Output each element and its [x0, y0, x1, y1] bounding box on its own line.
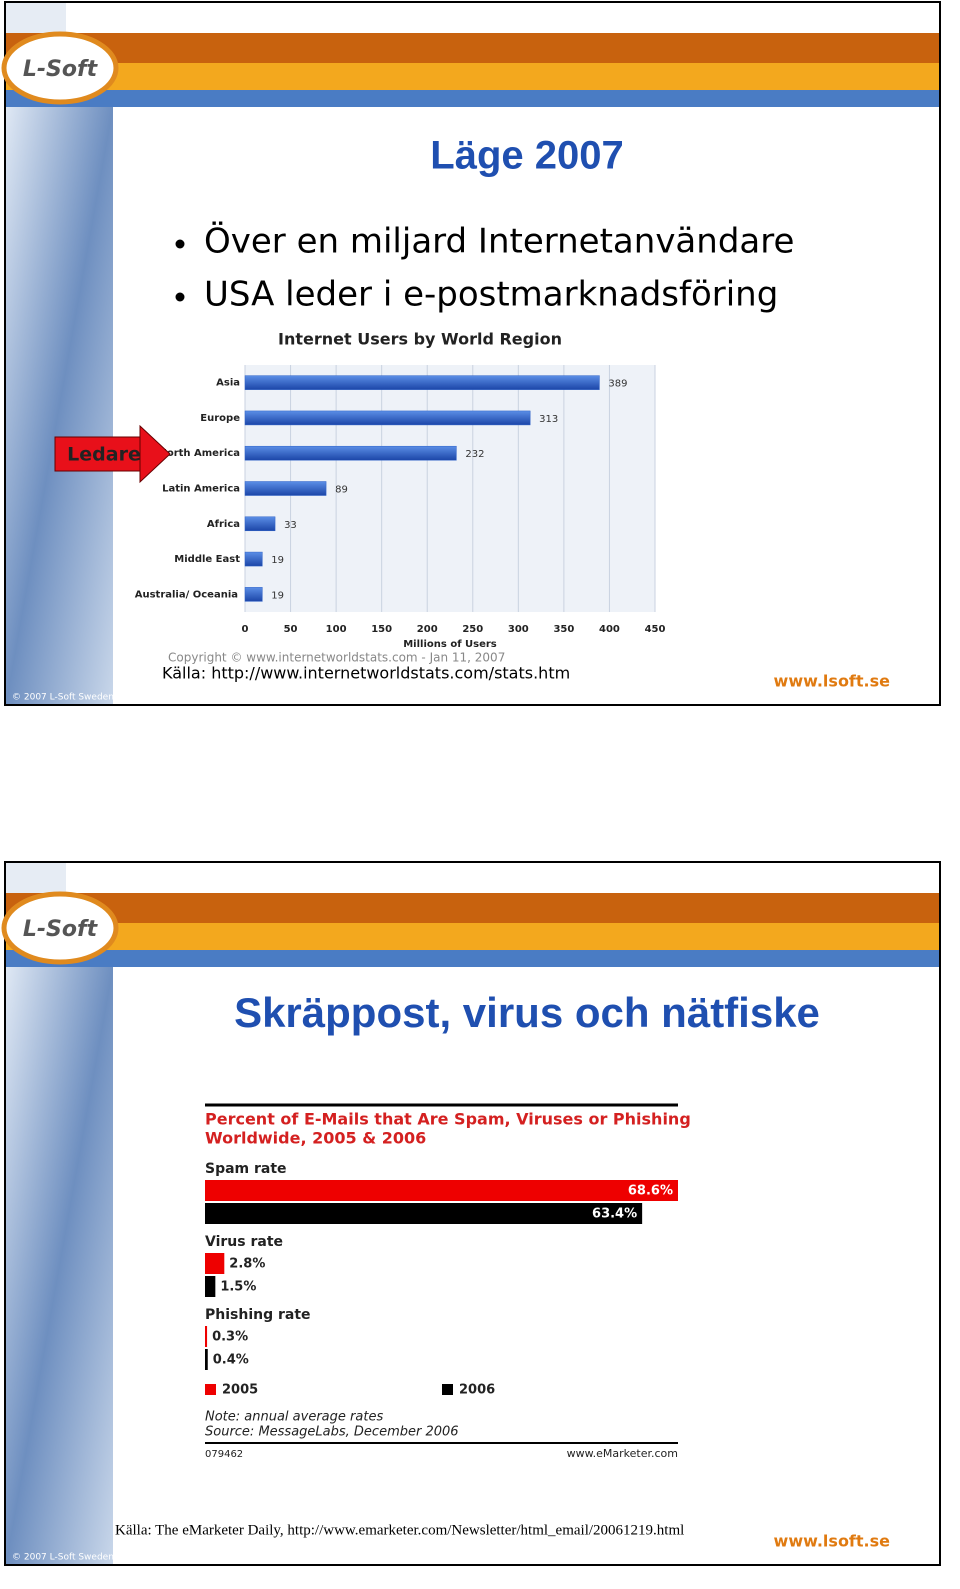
bar: [205, 1326, 208, 1347]
website: www.lsoft.se: [774, 672, 891, 691]
x-tick-label: 200: [417, 624, 438, 635]
band-blue: [6, 950, 939, 967]
value-label: 19: [271, 555, 284, 566]
value-label: 1.5%: [220, 1280, 256, 1295]
website: www.lsoft.se: [774, 1532, 891, 1551]
value-label: 0.3%: [212, 1330, 248, 1345]
bullet-dot: [175, 292, 185, 302]
x-tick-label: 400: [599, 624, 620, 635]
globe-strip: [6, 863, 66, 893]
chart-title: Percent of E-Mails that Are Spam, Viruse…: [205, 1110, 691, 1129]
value-label: 0.4%: [213, 1353, 249, 1368]
y-tick-label: Europe: [200, 413, 240, 424]
value-label: 232: [465, 449, 484, 460]
bar: [244, 516, 276, 532]
bullet: USA leder i e-postmarknadsföring: [204, 275, 778, 315]
logo-badge: [1, 891, 119, 965]
legend-label: 2006: [459, 1383, 495, 1398]
value-label: 19: [271, 590, 284, 601]
bar: [205, 1180, 678, 1201]
bar: [205, 1203, 643, 1224]
footer: © 2007 L-Soft Sweden AB: [12, 693, 129, 703]
bullet-dot: [175, 239, 185, 249]
callout: Ledare: [67, 444, 141, 466]
value-label: 63.4%: [592, 1207, 637, 1222]
value-label: 33: [284, 520, 297, 531]
bar: [244, 551, 263, 567]
y-tick-label: Latin America: [162, 484, 240, 495]
source: Källa: The eMarketer Daily, http://www.e…: [115, 1522, 684, 1538]
y-tick-label: Asia: [216, 378, 240, 389]
x-tick-label: 250: [462, 624, 483, 635]
bar: [205, 1349, 208, 1370]
legend-label: 2005: [222, 1383, 258, 1398]
bar: [205, 1276, 216, 1297]
x-tick-label: 0: [242, 624, 249, 635]
bullet: Över en miljard Internetanvändare: [204, 221, 794, 262]
x-tick-label: 350: [553, 624, 574, 635]
band-blue: [6, 90, 939, 107]
callout-box: [54, 436, 151, 472]
chart-brand: www.eMarketer.com: [567, 1447, 678, 1460]
band-dark-orange: [6, 893, 939, 923]
x-tick-label: 50: [284, 624, 298, 635]
logo: L-Soft: [23, 57, 99, 82]
value-label: 89: [335, 485, 348, 496]
y-tick-label: Middle East: [174, 554, 240, 565]
y-tick-label: North America: [158, 448, 240, 459]
chart-note: Source: MessageLabs, December 2006: [205, 1425, 459, 1440]
slide-title: Skräppost, virus och nätfiske: [234, 989, 820, 1036]
y-tick-label: Africa: [207, 519, 240, 530]
value-label: 68.6%: [628, 1184, 673, 1199]
x-axis-label: Millions of Users: [403, 639, 497, 650]
band-dark-orange: [6, 33, 939, 63]
chart-id: 079462: [205, 1449, 243, 1460]
chart-title: Internet Users by World Region: [278, 330, 562, 349]
band-orange: [6, 923, 939, 950]
globe-strip: [6, 3, 66, 33]
value-label: 2.8%: [229, 1257, 265, 1272]
x-tick-label: 100: [326, 624, 347, 635]
bar: [244, 481, 327, 496]
footer: © 2007 L-Soft Sweden AB: [12, 1553, 129, 1563]
chart-note: Note: annual average rates: [205, 1410, 383, 1425]
group-label: Virus rate: [205, 1234, 283, 1250]
logo: L-Soft: [23, 917, 99, 942]
bar: [244, 375, 600, 390]
chart-title: Worldwide, 2005 & 2006: [205, 1129, 426, 1148]
globe-strip: [6, 967, 113, 1564]
legend-swatch: [442, 1384, 453, 1395]
logo-badge: [1, 31, 119, 105]
bar: [244, 445, 457, 461]
callout-arrow: [139, 424, 171, 484]
bar: [205, 1253, 225, 1274]
value-label: 313: [539, 414, 558, 425]
group-label: Spam rate: [205, 1161, 287, 1177]
x-tick-label: 150: [371, 624, 392, 635]
bar: [244, 410, 531, 426]
bar: [244, 587, 263, 602]
slide-title: Läge 2007: [430, 134, 623, 178]
value-label: 389: [608, 379, 627, 390]
source: Källa: http://www.internetworldstats.com…: [162, 664, 570, 683]
y-tick-label: Australia/ Oceania: [135, 589, 238, 600]
chart-copyright: Copyright © www.internetworldstats.com -…: [168, 651, 505, 665]
x-tick-label: 450: [645, 624, 666, 635]
x-tick-label: 300: [508, 624, 529, 635]
group-label: Phishing rate: [205, 1307, 311, 1323]
globe-strip: [6, 107, 113, 704]
legend-swatch: [205, 1384, 216, 1395]
band-orange: [6, 63, 939, 90]
